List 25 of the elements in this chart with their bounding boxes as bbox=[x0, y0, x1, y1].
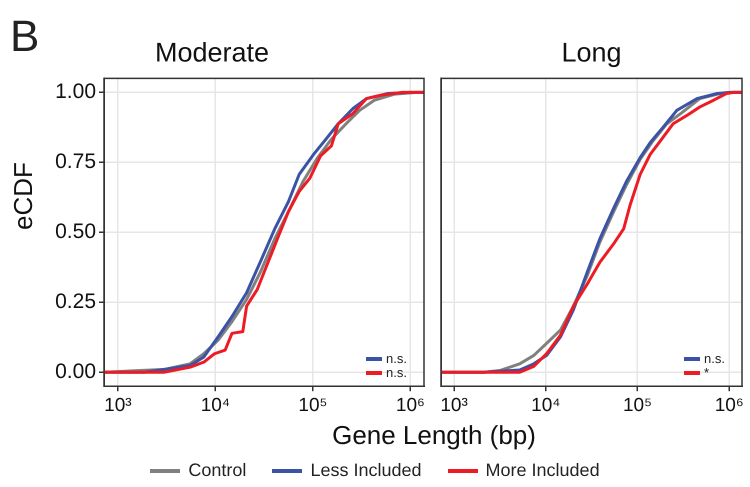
x-axis-title: Gene Length (bp) bbox=[331, 420, 537, 451]
x-tick-label: 10⁵ bbox=[298, 394, 328, 416]
text: B bbox=[10, 12, 40, 62]
y-axis-title: eCDF bbox=[8, 162, 39, 230]
y-tick-label: 1.00 bbox=[55, 80, 96, 104]
annotation: n.s. bbox=[386, 351, 407, 366]
x-tick-label: 10⁴ bbox=[531, 394, 560, 416]
x-tick-label: 10⁴ bbox=[200, 394, 230, 416]
annotation: n.s. bbox=[704, 351, 725, 366]
chart-title: Long bbox=[561, 38, 622, 68]
x-tick-label: 10⁶ bbox=[396, 394, 425, 416]
annotation: * bbox=[704, 365, 710, 380]
x-tick-label: 10³ bbox=[440, 394, 468, 416]
y-tick-label: 0.75 bbox=[55, 150, 96, 174]
x-tick-label: 10⁵ bbox=[622, 394, 652, 416]
y-tick-label: 0.00 bbox=[55, 360, 96, 384]
y-tick-label: 0.50 bbox=[55, 220, 96, 244]
legend-label: Control bbox=[188, 460, 246, 481]
x-tick-label: 10⁶ bbox=[714, 394, 744, 416]
chart-title: Moderate bbox=[154, 38, 270, 68]
legend-label: More Included bbox=[486, 460, 600, 481]
annotation: n.s. bbox=[386, 365, 407, 380]
legend-label: Less Included bbox=[310, 460, 422, 481]
x-tick-label: 10³ bbox=[104, 394, 132, 416]
y-tick-label: 0.25 bbox=[55, 290, 96, 314]
